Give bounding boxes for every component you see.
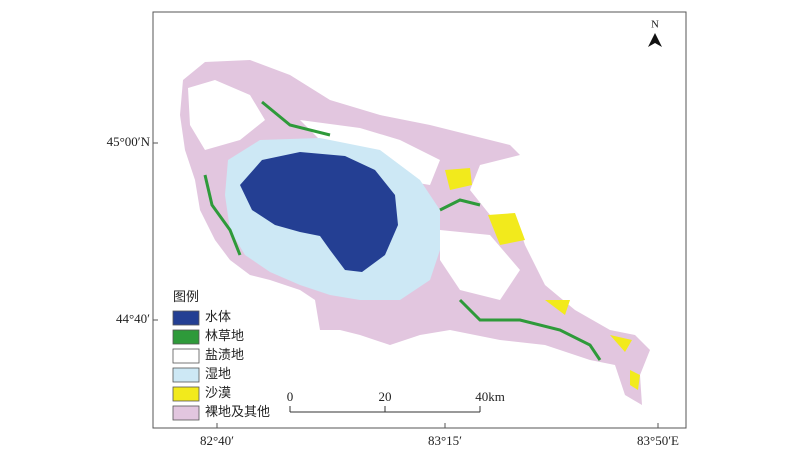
desert — [445, 168, 640, 390]
lon-label: 82°40′ — [200, 433, 234, 448]
legend-label: 沙漠 — [205, 385, 231, 400]
lake — [240, 152, 398, 272]
forest-grass — [203, 100, 602, 361]
legend-swatch — [172, 348, 200, 364]
north-label: N — [651, 19, 659, 31]
legend-title: 图例 — [173, 289, 199, 304]
legend-swatch — [172, 310, 200, 326]
legend-swatch — [172, 386, 200, 402]
legend-label: 湿地 — [205, 366, 231, 381]
lon-label: 83°50′E — [637, 433, 679, 448]
north-arrow — [648, 33, 662, 47]
graticule-ticks — [153, 142, 659, 428]
legend-label: 裸地及其他 — [205, 404, 270, 419]
legend-label: 盐渍地 — [205, 347, 244, 362]
legend-swatch — [172, 405, 200, 421]
scale-label: 0 — [287, 389, 294, 404]
legend-label: 林草地 — [205, 328, 244, 343]
lon-label: 83°15′ — [428, 433, 462, 448]
scale-label: 20 — [379, 389, 392, 404]
legend-swatch — [172, 367, 200, 383]
legend-label: 水体 — [205, 309, 231, 324]
legend-swatch — [172, 329, 200, 345]
lat-label: 45°00′N — [107, 134, 151, 149]
lat-label: 44°40′ — [116, 311, 150, 326]
saline-land — [188, 80, 520, 300]
scale-label: 40km — [475, 389, 505, 404]
scale-bar — [289, 406, 481, 413]
